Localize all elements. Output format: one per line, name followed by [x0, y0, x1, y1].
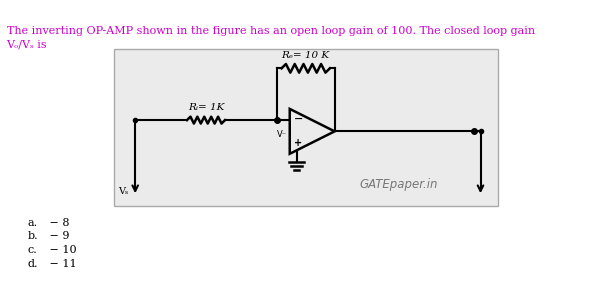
- Text: c.: c.: [27, 245, 37, 255]
- Text: Vₛ: Vₛ: [118, 187, 128, 196]
- Text: GATEpaper.in: GATEpaper.in: [359, 178, 438, 191]
- Text: a.: a.: [27, 218, 38, 228]
- Text: −: −: [294, 113, 303, 124]
- FancyBboxPatch shape: [114, 49, 498, 206]
- Polygon shape: [290, 109, 335, 154]
- Text: d.: d.: [27, 259, 38, 269]
- Text: − 11: − 11: [47, 259, 77, 269]
- Text: Vₒ/Vₛ is: Vₒ/Vₛ is: [6, 40, 47, 50]
- Text: − 10: − 10: [47, 245, 77, 255]
- Text: +: +: [294, 138, 302, 149]
- Text: Rᵢ= 1K: Rᵢ= 1K: [188, 103, 224, 112]
- Text: Rₑ= 10 K: Rₑ= 10 K: [282, 51, 330, 60]
- Text: − 9: − 9: [47, 231, 70, 242]
- Text: − 8: − 8: [47, 218, 70, 228]
- Text: V⁻: V⁻: [277, 131, 287, 139]
- Text: The inverting OP-AMP shown in the figure has an open loop gain of 100. The close: The inverting OP-AMP shown in the figure…: [6, 26, 535, 36]
- Text: b.: b.: [27, 231, 38, 242]
